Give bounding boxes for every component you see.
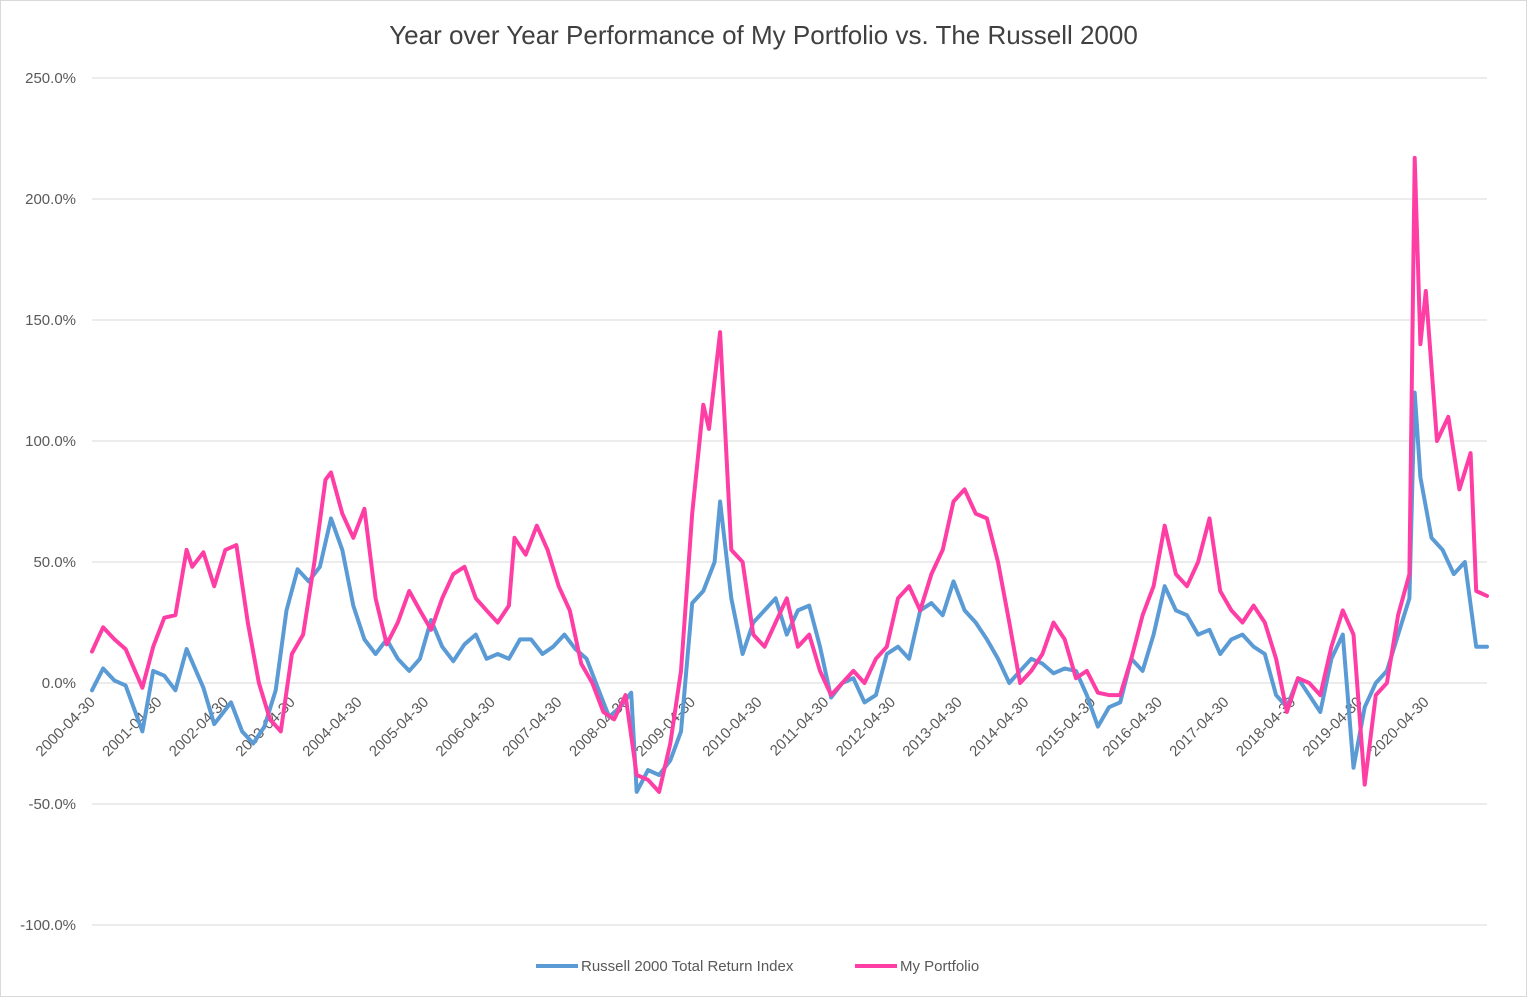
x-tick-label: 2006-04-30	[433, 694, 499, 760]
x-tick-label: 2000-04-30	[33, 694, 99, 760]
legend: Russell 2000 Total Return Index My Portfo…	[536, 958, 979, 975]
x-axis-ticks: 2000-04-30 2001-04-30 2002-04-30 2003-04-30…	[33, 694, 1433, 760]
x-tick-label: 2013-04-30	[899, 694, 965, 760]
x-tick-label: 2017-04-30	[1166, 694, 1232, 760]
series-line-2	[90, 155, 1489, 794]
y-tick-label: -100.0%	[20, 917, 76, 934]
x-tick-label: 2007-04-30	[499, 694, 565, 760]
x-tick-label: 2005-04-30	[366, 694, 432, 760]
chart-title: Year over Year Performance of My Portfol…	[389, 20, 1138, 50]
y-tick-label: 250.0%	[25, 70, 76, 87]
series-lines	[90, 155, 1489, 794]
y-tick-label: 0.0%	[42, 675, 76, 692]
y-tick-label: 50.0%	[33, 554, 76, 571]
y-tick-label: 100.0%	[25, 433, 76, 450]
y-tick-label: 200.0%	[25, 191, 76, 208]
x-tick-label: 2010-04-30	[699, 694, 765, 760]
x-tick-label: 2002-04-30	[166, 694, 232, 760]
series-line-1	[90, 390, 1489, 794]
y-axis-ticks: -100.0% -50.0% 0.0% 50.0% 100.0% 150.0% 200.0%…	[20, 70, 76, 934]
gridlines	[92, 77, 1487, 926]
x-tick-label: 2009-04-30	[633, 694, 699, 760]
x-tick-label: 2011-04-30	[767, 694, 832, 759]
y-tick-label: 150.0%	[25, 312, 76, 329]
x-tick-label: 2016-04-30	[1100, 694, 1166, 760]
legend-label: Russell 2000 Total Return Index	[581, 958, 794, 975]
x-tick-label: 2004-04-30	[299, 694, 365, 760]
x-tick-label: 2014-04-30	[966, 694, 1032, 760]
legend-label: My Portfolio	[900, 958, 979, 975]
y-tick-label: -50.0%	[28, 796, 76, 813]
